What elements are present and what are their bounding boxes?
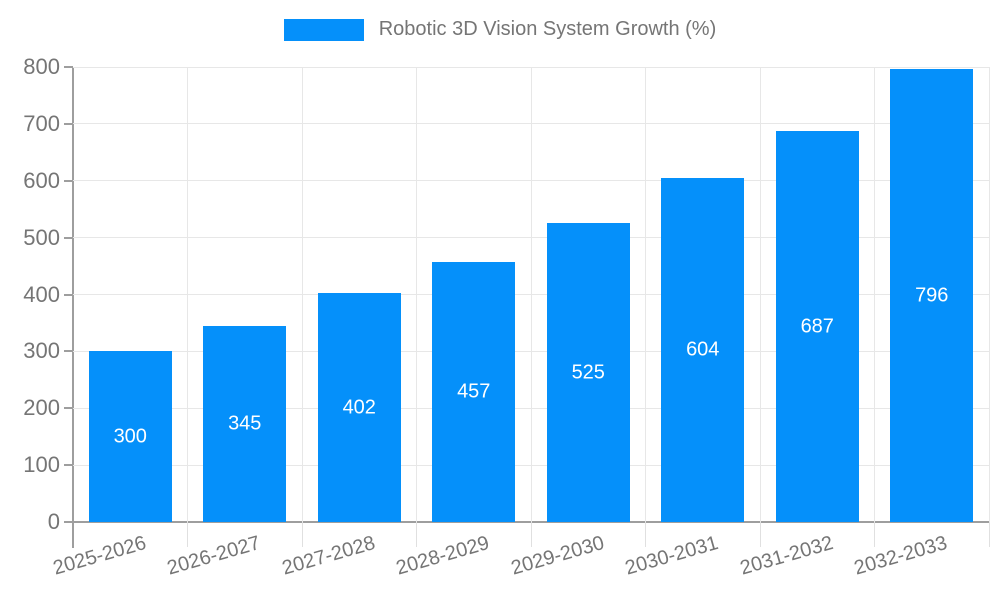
- y-axis-tick: [64, 350, 73, 353]
- y-axis-tick: [64, 122, 73, 125]
- bar-value-label: 402: [342, 396, 376, 419]
- y-axis-tick: [64, 293, 73, 296]
- x-axis-tick-label: 2027-2028: [279, 532, 378, 580]
- x-axis-tick: [187, 522, 188, 547]
- x-axis-tick-label: 2025-2026: [50, 532, 149, 580]
- x-axis-tick-label: 2031-2032: [737, 532, 836, 580]
- y-axis-tick-label: 300: [23, 338, 60, 364]
- y-axis-line: [72, 67, 74, 548]
- x-axis-tick-label: 2030-2031: [622, 532, 721, 580]
- y-axis-tick: [64, 464, 73, 467]
- bar-2032-2033: 796: [890, 69, 974, 522]
- bar-2028-2029: 457: [432, 262, 516, 522]
- x-axis-tick-label: 2026-2027: [164, 532, 263, 580]
- y-axis-tick: [64, 179, 73, 182]
- y-axis-tick-label: 800: [23, 54, 60, 79]
- y-axis-tick-label: 700: [23, 110, 60, 136]
- y-axis-tick-label: 600: [23, 167, 60, 193]
- x-axis-tick-label: 2029-2030: [508, 532, 607, 580]
- x-axis-tick: [645, 522, 646, 547]
- bar-value-label: 345: [228, 412, 262, 435]
- bar-2029-2030: 525: [546, 223, 630, 522]
- v-gridline: [988, 67, 990, 522]
- bar-value-label: 687: [800, 315, 834, 338]
- chart-legend: Robotic 3D Vision System Growth (%): [0, 18, 1000, 41]
- x-axis-tick: [988, 522, 990, 547]
- v-gridline: [645, 67, 646, 522]
- v-gridline: [759, 67, 761, 522]
- v-gridline: [416, 67, 417, 522]
- y-axis-tick: [64, 407, 73, 410]
- legend-swatch-icon: [283, 18, 364, 41]
- legend-item-growth[interactable]: Robotic 3D Vision System Growth (%): [283, 18, 717, 41]
- v-gridline: [301, 67, 303, 522]
- y-axis-tick-label: 400: [23, 281, 60, 307]
- v-gridline: [187, 67, 188, 522]
- bar-value-label: 457: [457, 380, 491, 403]
- y-axis-tick: [64, 66, 73, 68]
- y-axis-tick-label: 200: [23, 395, 60, 421]
- bar-2027-2028: 402: [317, 293, 401, 522]
- bar-2025-2026: 300: [88, 351, 172, 522]
- x-axis-tick: [301, 522, 303, 547]
- y-axis-tick-label: 100: [23, 452, 60, 478]
- bar-2031-2032: 687: [775, 131, 859, 522]
- x-axis-tick: [874, 522, 875, 547]
- bar-value-label: 300: [113, 425, 147, 448]
- x-axis-line: [65, 521, 989, 523]
- bar-value-label: 525: [571, 361, 605, 384]
- y-axis-tick-label: 0: [47, 509, 60, 534]
- v-gridline: [530, 67, 532, 522]
- x-axis-tick: [530, 522, 532, 547]
- y-axis-tick-label: 500: [23, 224, 60, 250]
- plot-area: 0 100 200 300 400 500 600 700 800 300 2025-2026 345…: [23, 56, 990, 580]
- x-axis-tick-label: 2028-2029: [393, 532, 492, 580]
- y-axis-tick: [64, 236, 73, 239]
- bar-value-label: 796: [915, 284, 949, 307]
- x-axis-tick: [416, 522, 417, 547]
- x-axis-tick-label: 2032-2033: [851, 532, 950, 580]
- y-axis-tick: [64, 521, 73, 523]
- v-gridline: [874, 67, 875, 522]
- bar-2030-2031: 604: [661, 178, 745, 522]
- legend-label: Robotic 3D Vision System Growth (%): [378, 18, 717, 40]
- bar-2026-2027: 345: [203, 325, 287, 522]
- x-axis-tick: [759, 522, 761, 547]
- bar-value-label: 604: [686, 338, 720, 361]
